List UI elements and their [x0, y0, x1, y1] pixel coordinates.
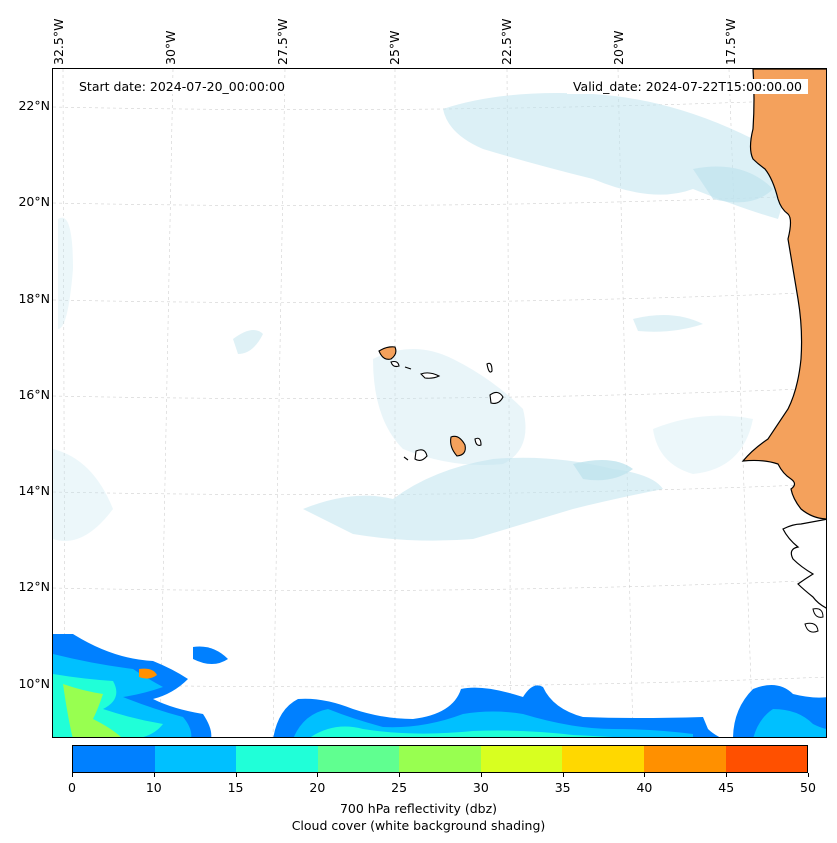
cloud-cover-shading — [53, 93, 783, 541]
cloud-east-patch — [573, 460, 633, 481]
colorbar-tick-mark — [72, 773, 73, 777]
lon-label-30w: 30°W — [163, 30, 178, 65]
island-sal — [486, 362, 493, 373]
colorbar-segment — [725, 746, 808, 772]
cloud-ne-blob — [693, 166, 773, 203]
island-sao-nicolau — [420, 372, 441, 379]
cloud-west-patch — [58, 217, 73, 329]
lat-label-14n: 14°N — [18, 483, 50, 498]
island-sao-vicente — [390, 360, 400, 368]
colorbar-tick-label: 45 — [718, 780, 735, 795]
island-maio — [474, 437, 482, 446]
colorbar-tick-mark — [726, 773, 728, 777]
reflectivity-se-region-2 — [753, 709, 826, 737]
colorbar-segment — [643, 746, 726, 772]
island-santa-luzia — [404, 366, 412, 370]
african-coast-land — [741, 69, 826, 633]
gridline-lat-12n — [53, 579, 826, 591]
gridline-lon-20w — [617, 69, 634, 737]
lon-label-32-5w: 32.5°W — [51, 18, 66, 65]
graticule — [53, 69, 826, 737]
lat-label-16n: 16°N — [18, 387, 50, 402]
colorbar-tick-label: 20 — [309, 780, 326, 795]
reflectivity-south-band-3 — [311, 726, 613, 737]
gridline-lat-22n — [53, 98, 826, 110]
colorbar-segment — [154, 746, 237, 772]
reflectivity-colorbar — [72, 745, 808, 773]
colorbar-segment — [73, 746, 155, 772]
gridline-lat-18n — [53, 291, 826, 303]
reflectivity-sw-core — [139, 668, 157, 679]
reflectivity-south-band-2 — [293, 709, 693, 737]
colorbar-tick-label: 0 — [68, 780, 76, 795]
colorbar-segment — [480, 746, 563, 772]
colorbar-tick-label: 15 — [227, 780, 244, 795]
colorbar-tick-mark — [153, 773, 155, 777]
lon-label-17-5w: 17.5°W — [723, 18, 738, 65]
gridline-lon-22-5w — [506, 69, 512, 737]
bijagos-island-2 — [804, 622, 819, 633]
cloud-central-band — [303, 457, 663, 541]
lat-label-12n: 12°N — [18, 579, 50, 594]
colorbar-tick-mark — [562, 773, 564, 777]
colorbar-title-cloud-cover: Cloud cover (white background shading) — [291, 818, 546, 833]
lon-label-27-5w: 27.5°W — [275, 18, 290, 65]
colorbar-tick-label: 30 — [472, 780, 489, 795]
colorbar-tick-mark — [808, 773, 809, 777]
colorbar-segment — [317, 746, 400, 772]
reflectivity-field — [53, 634, 826, 737]
reflectivity-sw-region-4 — [63, 684, 121, 737]
lon-label-20w: 20°W — [611, 30, 626, 65]
colorbar-tick-mark — [480, 773, 482, 777]
cape-verde-islands — [378, 346, 504, 462]
gridline-lon-32-5w — [62, 69, 66, 737]
colorbar-tick-label: 50 — [800, 780, 816, 795]
island-santo-antao — [378, 346, 397, 360]
map-canvas — [53, 69, 826, 737]
colorbar-tick-mark — [399, 773, 401, 777]
gridline-lon-17-5w — [728, 69, 754, 737]
reflectivity-small-cell — [193, 646, 228, 664]
colorbar-segment — [236, 746, 318, 772]
lat-label-22n: 22°N — [18, 98, 50, 113]
lon-label-22-5w: 22.5°W — [499, 18, 514, 65]
cloud-e-streak — [633, 315, 703, 332]
mainland-africa — [741, 69, 826, 520]
lat-label-20n: 20°N — [18, 194, 50, 209]
map-panel[interactable]: Start date: 2024-07-20_00:00:00 Valid_da… — [52, 68, 827, 738]
start-date-label: Start date: 2024-07-20_00:00:00 — [73, 79, 291, 94]
cloud-islands-area — [373, 349, 526, 465]
colorbar-tick-label: 35 — [554, 780, 571, 795]
lon-label-25w: 25°W — [387, 30, 402, 65]
lat-label-10n: 10°N — [18, 676, 50, 691]
reflectivity-south-band — [273, 685, 720, 737]
island-brava — [403, 456, 409, 461]
gridline-lon-30w — [159, 69, 174, 737]
cloud-sw-haze — [53, 449, 113, 541]
coast-south-detail — [782, 518, 826, 609]
colorbar-tick-label: 25 — [391, 780, 408, 795]
cloud-mid-patch — [233, 330, 263, 354]
colorbar-tick-label: 10 — [145, 780, 162, 795]
lat-label-18n: 18°N — [18, 291, 50, 306]
island-boa-vista — [489, 391, 504, 404]
colorbar-segment — [399, 746, 481, 772]
colorbar-tick-mark — [317, 773, 319, 777]
bijagos-island-1 — [812, 608, 824, 618]
valid-date-label: Valid_date: 2024-07-22T15:00:00.00 — [566, 79, 808, 94]
colorbar-title-reflectivity: 700 hPa reflectivity (dbz) — [339, 801, 498, 816]
gridline-lat-20n — [53, 194, 826, 206]
cloud-se-haze — [653, 415, 753, 474]
colorbar-tick-label: 40 — [636, 780, 653, 795]
island-fogo — [414, 449, 428, 462]
gridline-lon-27-5w — [272, 69, 286, 737]
colorbar-tick-mark — [235, 773, 237, 777]
colorbar-tick-mark — [644, 773, 646, 777]
island-santiago — [450, 435, 466, 457]
colorbar-segment — [562, 746, 644, 772]
cloud-north-band — [443, 93, 783, 219]
